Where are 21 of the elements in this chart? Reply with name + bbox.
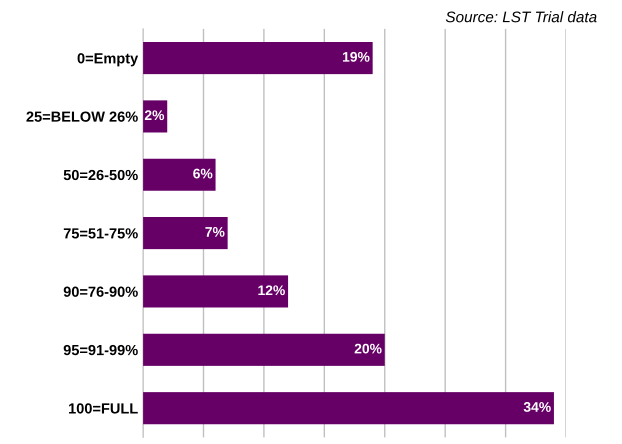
y-tick-label: 75=51-75% (64, 228, 138, 239)
bar (143, 42, 373, 74)
y-tick-label: 90=76-90% (64, 286, 138, 297)
data-label: 6% (193, 168, 212, 178)
bar (143, 275, 288, 308)
data-label: 20% (354, 344, 382, 354)
y-tick-label: 0=Empty (78, 53, 138, 66)
y-tick-label: 95=91-99% (64, 344, 138, 356)
bar (143, 217, 228, 250)
source-note: Source: LST Trial data (446, 11, 597, 22)
data-label: 12% (258, 285, 285, 296)
data-label: 34% (524, 402, 551, 412)
y-tick-label: 100=FULL (69, 403, 138, 414)
data-label: 7% (205, 227, 225, 237)
data-label: 2% (144, 110, 164, 120)
data-label: 19% (342, 52, 370, 62)
bar (143, 392, 554, 424)
bar (143, 334, 385, 366)
y-tick-label: 25=BELOW 26% (26, 111, 138, 122)
bar (143, 158, 216, 191)
y-tick-label: 50=26-50% (64, 170, 138, 180)
